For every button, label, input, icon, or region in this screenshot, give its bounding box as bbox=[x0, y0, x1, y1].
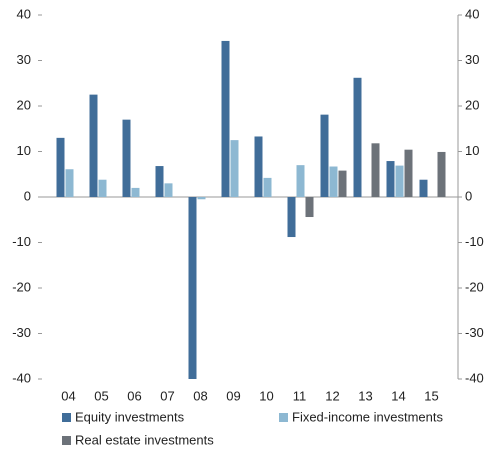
bar bbox=[89, 94, 98, 197]
x-tick-label: 14 bbox=[391, 388, 405, 403]
y2-tick-label: -40 bbox=[465, 370, 484, 385]
bar bbox=[404, 149, 413, 197]
bar bbox=[353, 77, 362, 197]
bar bbox=[371, 143, 380, 197]
bar bbox=[386, 161, 395, 197]
bar bbox=[287, 197, 296, 238]
x-tick-label: 10 bbox=[259, 388, 273, 403]
x-tick-label: 09 bbox=[226, 388, 240, 403]
legend-swatch bbox=[62, 436, 71, 445]
x-tick-label: 05 bbox=[94, 388, 108, 403]
bar bbox=[155, 166, 164, 197]
y2-tick-label: 20 bbox=[465, 97, 479, 112]
bar bbox=[122, 119, 131, 197]
y-tick-label: -10 bbox=[12, 234, 31, 249]
legend-label: Real estate investments bbox=[75, 432, 214, 447]
bar bbox=[188, 197, 197, 379]
bar bbox=[437, 151, 446, 197]
bar bbox=[164, 183, 173, 197]
y-tick-label: 10 bbox=[17, 143, 31, 158]
y2-tick-label: 0 bbox=[465, 188, 472, 203]
x-tick-label: 12 bbox=[325, 388, 339, 403]
y-tick-label: 0 bbox=[24, 188, 31, 203]
y-tick-label: -30 bbox=[12, 325, 31, 340]
bar bbox=[131, 187, 140, 197]
bar bbox=[263, 177, 272, 197]
bar bbox=[305, 197, 314, 218]
bar bbox=[296, 165, 305, 197]
y2-tick-label: 10 bbox=[465, 143, 479, 158]
bar bbox=[197, 197, 206, 200]
x-tick-label: 04 bbox=[61, 388, 75, 403]
bar bbox=[230, 140, 239, 197]
y2-tick-label: -20 bbox=[465, 279, 484, 294]
legend-swatch bbox=[279, 413, 288, 422]
x-tick-label: 06 bbox=[127, 388, 141, 403]
y-tick-label: 20 bbox=[17, 97, 31, 112]
legend-swatch bbox=[62, 413, 71, 422]
bar bbox=[98, 179, 107, 197]
bar bbox=[65, 169, 74, 197]
bar bbox=[320, 114, 329, 197]
x-tick-label: 07 bbox=[160, 388, 174, 403]
bar bbox=[221, 40, 230, 198]
y2-tick-label: 40 bbox=[465, 6, 479, 21]
legend-label: Equity investments bbox=[75, 409, 185, 424]
y-tick-label: 40 bbox=[17, 6, 31, 21]
bar bbox=[56, 137, 65, 197]
y2-tick-label: -10 bbox=[465, 234, 484, 249]
bar bbox=[338, 170, 347, 197]
y2-tick-label: 30 bbox=[465, 52, 479, 67]
bar bbox=[419, 179, 428, 197]
y2-tick-label: -30 bbox=[465, 325, 484, 340]
bar bbox=[254, 136, 263, 197]
y-tick-label: -40 bbox=[12, 370, 31, 385]
x-tick-label: 11 bbox=[293, 388, 307, 403]
y-tick-label: -20 bbox=[12, 279, 31, 294]
x-tick-label: 08 bbox=[193, 388, 207, 403]
bar bbox=[395, 165, 404, 197]
y-tick-label: 30 bbox=[17, 52, 31, 67]
legend-label: Fixed-income investments bbox=[292, 409, 443, 424]
x-tick-label: 13 bbox=[358, 388, 372, 403]
x-tick-label: 15 bbox=[424, 388, 438, 403]
bar bbox=[329, 166, 338, 197]
